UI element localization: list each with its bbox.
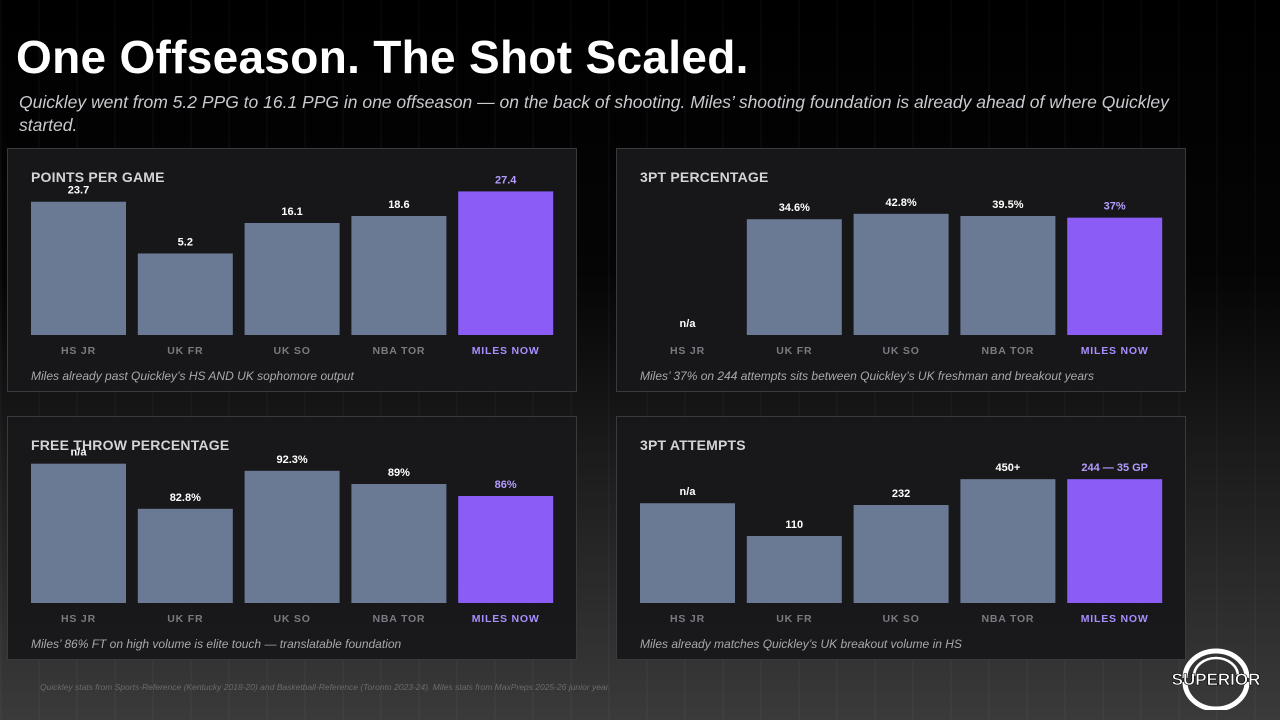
- bar-value-label: 82.8%: [170, 492, 201, 504]
- bar-value-label: 37%: [1104, 201, 1126, 213]
- panel-free-throw-percentage: FREE THROW PERCENTAGE n/a HS JR 82.8% UK FR…: [7, 416, 577, 660]
- chart-title: 3PT ATTEMPTS: [640, 437, 746, 453]
- bar-value-label: 16.1: [281, 206, 302, 218]
- category-label: NBA TOR: [372, 613, 425, 625]
- chart-caption: Miles’ 86% FT on high volume is elite to…: [31, 637, 402, 651]
- bar-nba-tor: [960, 479, 1056, 603]
- category-label: UK SO: [273, 613, 310, 625]
- bar-miles-now: [458, 496, 554, 603]
- category-label: MILES NOW: [1081, 613, 1149, 625]
- category-label: NBA TOR: [981, 613, 1034, 625]
- panel-3pt-attempts: 3PT ATTEMPTS n/a HS JR 110 UK FR 232 UK SO 450…: [616, 416, 1186, 660]
- bar-value-label: n/a: [71, 447, 88, 459]
- bar-value-label: 27.4: [495, 174, 517, 186]
- category-label: MILES NOW: [1081, 345, 1149, 357]
- category-label: NBA TOR: [981, 345, 1034, 357]
- bar-hs-jr: [31, 201, 126, 335]
- bar-uk-fr: [746, 219, 842, 335]
- bar-nba-tor: [960, 216, 1056, 335]
- logo-text: SUPERIOR: [1172, 670, 1260, 689]
- panel-3pt-percentage: 3PT PERCENTAGE n/a HS JR 34.6% UK FR 42.8% UK…: [616, 148, 1186, 392]
- bar-miles-now: [1067, 479, 1163, 603]
- bar-value-label: n/a: [680, 318, 697, 330]
- chart-title: POINTS PER GAME: [31, 169, 165, 185]
- bar-value-label: 92.3%: [276, 454, 307, 466]
- bar-hs-jr: [640, 503, 735, 603]
- chart-caption: Miles’ 37% on 244 attempts sits between …: [640, 369, 1095, 383]
- bar-uk-fr: [746, 536, 842, 603]
- category-label: UK FR: [776, 345, 812, 357]
- chart-title: 3PT PERCENTAGE: [640, 169, 769, 185]
- bar-value-label: 86%: [495, 479, 517, 491]
- source-footnote: Quickley stats from Sports-Reference (Ke…: [40, 682, 611, 692]
- page-subtitle: Quickley went from 5.2 PPG to 16.1 PPG i…: [19, 92, 1169, 135]
- bar-nba-tor: [351, 216, 447, 335]
- category-label: HS JR: [61, 345, 96, 357]
- bar-value-label: n/a: [680, 486, 697, 498]
- bar-hs-jr: [31, 463, 126, 603]
- bar-uk-fr: [137, 253, 233, 335]
- bar-value-label: 89%: [388, 467, 410, 479]
- bar-miles-now: [458, 191, 554, 335]
- category-label: UK SO: [882, 613, 919, 625]
- bar-uk-so: [853, 213, 949, 335]
- panel-points-per-game: POINTS PER GAME 23.7 HS JR 5.2 UK FR 16.1 UK …: [7, 148, 577, 392]
- bar-value-label: 450+: [996, 462, 1021, 474]
- 3pt-percentage-chart: n/a HS JR 34.6% UK FR 42.8% UK SO 39.5% NBA TOR…: [670, 197, 1163, 357]
- bar-value-label: 244 — 35 GP: [1081, 462, 1148, 474]
- ring-logo-icon: SUPERIOR: [1172, 648, 1260, 710]
- bar-value-label: 5.2: [178, 236, 193, 248]
- bar-value-label: 39.5%: [992, 199, 1023, 211]
- bar-uk-fr: [137, 508, 233, 603]
- bar-miles-now: [1067, 217, 1163, 335]
- category-label: MILES NOW: [472, 345, 540, 357]
- bar-value-label: 34.6%: [779, 202, 810, 214]
- category-label: UK SO: [882, 345, 919, 357]
- bar-value-label: 18.6: [388, 199, 409, 211]
- bar-uk-so: [244, 222, 340, 335]
- chart-title: FREE THROW PERCENTAGE: [31, 437, 230, 453]
- category-label: HS JR: [61, 613, 96, 625]
- page-title: One Offseason. The Shot Scaled.: [16, 31, 749, 83]
- category-label: MILES NOW: [472, 613, 540, 625]
- chart-caption: Miles already past Quickley’s HS AND UK …: [31, 369, 354, 383]
- 3pt-attempts-chart: n/a HS JR 110 UK FR 232 UK SO 450+ NBA TOR 244 —…: [640, 462, 1163, 625]
- category-label: UK FR: [776, 613, 812, 625]
- category-label: HS JR: [670, 345, 705, 357]
- free-throw-percentage-chart: n/a HS JR 82.8% UK FR 92.3% UK SO 89% NBA TOR 86…: [31, 447, 554, 625]
- chart-caption: Miles already matches Quickley’s UK brea…: [640, 637, 962, 651]
- points-per-game-chart: 23.7 HS JR 5.2 UK FR 16.1 UK SO 18.6 NBA TOR 27.…: [31, 174, 554, 357]
- bar-uk-so: [244, 470, 340, 603]
- category-label: NBA TOR: [372, 345, 425, 357]
- category-label: UK SO: [273, 345, 310, 357]
- bar-nba-tor: [351, 484, 447, 603]
- category-label: HS JR: [670, 613, 705, 625]
- bar-value-label: 23.7: [68, 185, 89, 197]
- bar-value-label: 110: [785, 519, 803, 531]
- bar-uk-so: [853, 505, 949, 603]
- category-label: UK FR: [167, 613, 203, 625]
- category-label: UK FR: [167, 345, 203, 357]
- bar-value-label: 232: [892, 488, 910, 500]
- bar-value-label: 42.8%: [885, 197, 916, 209]
